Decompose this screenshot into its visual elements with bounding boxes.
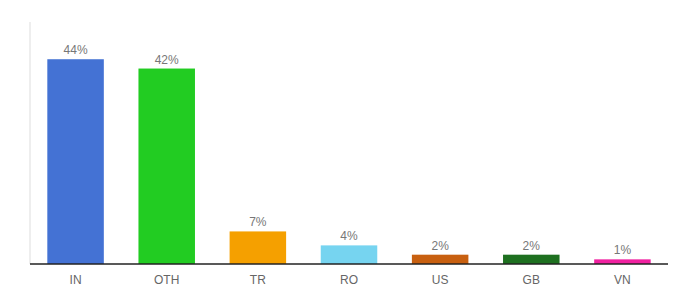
data-label: 4% xyxy=(340,229,358,243)
x-tick-label: GB xyxy=(523,273,540,287)
x-tick-label: OTH xyxy=(154,273,179,287)
x-tick-label: US xyxy=(432,273,449,287)
bar xyxy=(412,255,469,264)
bar xyxy=(321,245,378,264)
bar xyxy=(47,59,104,264)
data-label: 42% xyxy=(155,53,179,67)
chart-container: 44% 42% 7% 4% 2% 2% 1% IN OTH TR RO US GB VN xyxy=(0,0,680,300)
data-label: 7% xyxy=(249,215,267,229)
x-axis-line xyxy=(30,263,668,265)
x-tick-label: VN xyxy=(614,273,631,287)
x-tick-label: RO xyxy=(340,273,358,287)
x-tick-labels: IN OTH TR RO US GB VN xyxy=(70,273,631,287)
data-label: 44% xyxy=(64,43,88,57)
bars xyxy=(47,59,650,264)
data-label: 2% xyxy=(523,239,541,253)
data-label: 2% xyxy=(431,239,449,253)
x-tick-label: IN xyxy=(70,273,82,287)
x-tick-label: TR xyxy=(250,273,266,287)
y-axis-line xyxy=(30,22,31,264)
bar xyxy=(503,255,560,264)
bar xyxy=(138,69,195,264)
data-labels: 44% 42% 7% 4% 2% 2% 1% xyxy=(64,43,632,257)
bar xyxy=(230,231,287,264)
chart: 44% 42% 7% 4% 2% 2% 1% IN OTH TR RO US GB VN xyxy=(0,0,680,300)
data-label: 1% xyxy=(614,243,632,257)
